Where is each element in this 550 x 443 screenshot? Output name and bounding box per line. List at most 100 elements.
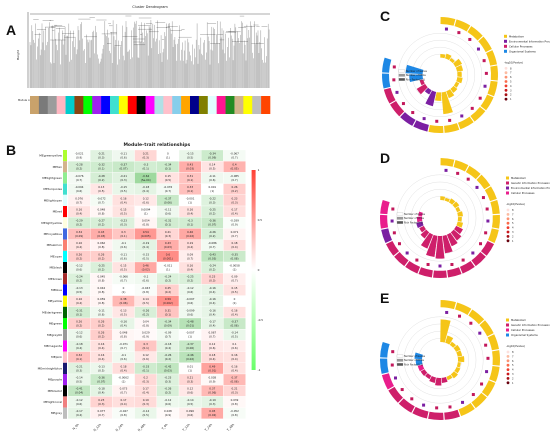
- cell-correlation: -0.18: [164, 342, 171, 346]
- cell-pvalue: (0.5): [76, 380, 82, 384]
- cell-correlation: -0.076: [75, 174, 84, 178]
- cell-pvalue: (0.4): [120, 324, 126, 328]
- cell-correlation: -0.007: [186, 331, 195, 335]
- circos-outer-segment: [479, 320, 494, 337]
- pvalue-scale-label: 2: [512, 377, 514, 380]
- module-colors-label: Module colors: [18, 98, 36, 102]
- trait-label: N_48h: [137, 423, 147, 433]
- circos-outer-segment: [487, 228, 499, 244]
- pvalue-scale-label: 6: [510, 76, 512, 79]
- circos-rich-bar: [442, 234, 453, 254]
- cell-pvalue: (0.3): [98, 402, 104, 406]
- cell-correlation: -0.16: [209, 297, 216, 301]
- cell-correlation: -0.37: [120, 163, 127, 167]
- cell-correlation: -0.094: [75, 185, 84, 189]
- cell-pvalue: (0.5): [143, 301, 149, 305]
- cell-pvalue: (0.4): [187, 212, 193, 216]
- cell-correlation: -0.37: [231, 320, 238, 324]
- circos-outer-segment: [481, 240, 495, 256]
- circos-marker: [483, 84, 487, 88]
- cell-correlation: -0.001: [186, 196, 195, 200]
- cell-pvalue: (1): [166, 156, 170, 160]
- cell-correlation: -0.12: [187, 286, 194, 290]
- cell-pvalue: (0.9): [165, 413, 171, 417]
- cell-correlation: 0.17: [232, 208, 238, 212]
- pvalue-scale-dot: [506, 221, 510, 225]
- cell-correlation: -0.36: [98, 376, 105, 380]
- pvalue-scale-label: 8: [512, 209, 514, 212]
- heatmap-cell: [223, 407, 246, 419]
- module-label: MEpurple: [48, 378, 62, 382]
- pvalue-scale-dot: [504, 97, 508, 101]
- dendrogram-ylabel: Height: [16, 49, 20, 60]
- cell-pvalue: (0.4): [209, 357, 215, 361]
- circos-marker: [485, 370, 489, 374]
- cell-correlation: -0.35: [231, 252, 238, 256]
- cell-pvalue: (0.3): [209, 279, 215, 283]
- cell-correlation: -0.16: [209, 286, 216, 290]
- circos-outer-segment: [380, 342, 390, 358]
- cell-correlation: -0.31: [164, 219, 171, 223]
- cell-correlation: -0.25: [209, 208, 216, 212]
- cell-correlation: -0.25: [98, 264, 105, 268]
- circos-outer-segment: [455, 302, 472, 315]
- circos-rich-bar: [419, 225, 426, 233]
- circos-rich-bar: [420, 229, 430, 239]
- cell-pvalue: (0.6): [98, 312, 104, 316]
- cell-pvalue: (0.6): [143, 357, 149, 361]
- legend-swatch: [504, 39, 507, 43]
- circos-rich-bar: [457, 71, 462, 77]
- circos-marker: [390, 363, 394, 367]
- cell-correlation: -0.25: [187, 275, 194, 279]
- cell-correlation: 0.19: [187, 241, 193, 245]
- module-label: MEmidnightblue: [38, 366, 63, 370]
- cell-correlation: -0.31: [76, 308, 83, 312]
- cell-pvalue: (1): [188, 368, 192, 372]
- cell-correlation: 0.038: [208, 376, 216, 380]
- cell-pvalue: (0.2): [98, 223, 104, 227]
- pvalue-scale-dot: [506, 217, 510, 221]
- circos-guide-circle: [398, 33, 482, 117]
- cell-pvalue: (0.1): [143, 167, 149, 171]
- inner-legend-swatch: [396, 363, 404, 366]
- heatmap-color-scale: [251, 170, 256, 370]
- module-label: MEdarkgreen: [42, 310, 62, 314]
- module-color-strip: [74, 96, 84, 114]
- circos-outer-segment: [388, 386, 403, 403]
- cell-correlation: -0.34: [209, 152, 216, 156]
- cell-correlation: -0.23: [120, 219, 127, 223]
- cell-pvalue: (0.03): [186, 167, 194, 171]
- cell-correlation: -0.3: [187, 219, 193, 223]
- cell-pvalue: (0.3): [165, 234, 171, 238]
- cell-pvalue: (0.03): [164, 368, 172, 372]
- cell-correlation: -0.15: [120, 185, 127, 189]
- cell-correlation: 0.21: [187, 376, 193, 380]
- module-color-chip: [63, 239, 67, 251]
- cell-pvalue: (0.7): [120, 346, 126, 350]
- module-color-strip: [261, 96, 271, 114]
- cell-correlation: -0.071: [119, 342, 128, 346]
- module-color-chip: [63, 206, 67, 218]
- cell-correlation: -0.09: [164, 331, 171, 335]
- module-label: MEturquoise: [43, 187, 62, 191]
- circos-marker: [426, 262, 430, 266]
- pvalue-scale-label: 5: [512, 222, 514, 225]
- cell-pvalue: (0.6): [76, 189, 82, 193]
- cell-pvalue: (0.1): [187, 178, 193, 182]
- cell-pvalue: (0.6): [120, 245, 126, 249]
- circos-outer-segment: [457, 116, 474, 130]
- cell-correlation: 0.14: [209, 163, 215, 167]
- cell-correlation: -0.43: [209, 252, 216, 256]
- circos-rich-bar: [444, 197, 450, 203]
- cell-correlation: -0.48: [187, 320, 194, 324]
- cell-correlation: 0.33: [187, 185, 193, 189]
- module-color-strip: [65, 96, 75, 114]
- legend-label: Cellular Processes: [511, 191, 535, 195]
- cell-correlation: -0.19: [142, 241, 149, 245]
- circos-outer-segment: [487, 80, 498, 97]
- circos-marker: [444, 27, 448, 31]
- circos-outer-segment: [412, 406, 429, 419]
- pvalue-scale-label: 2: [512, 235, 514, 238]
- circos-marker: [397, 242, 401, 246]
- cell-correlation: -0.099: [186, 308, 195, 312]
